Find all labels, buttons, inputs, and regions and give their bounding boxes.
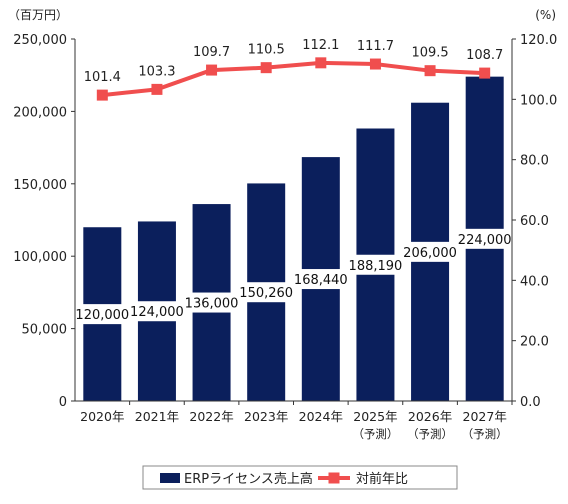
x-axis-tick-note: （予測） bbox=[462, 427, 508, 441]
right-axis-tick-label: 60.0 bbox=[520, 214, 549, 229]
left-axis-tick-label: 150,000 bbox=[13, 178, 67, 193]
legend-swatch-bar bbox=[160, 473, 180, 483]
bar-label-box bbox=[406, 241, 455, 262]
x-axis-tick-label: 2021年 bbox=[135, 409, 179, 424]
bar-data-label: 150,260 bbox=[239, 286, 293, 301]
bar-label-box bbox=[78, 304, 127, 325]
axes: 0 50,000 100,000 150,000 200,000 250,000 0.0 20… bbox=[13, 33, 557, 441]
line-data-label: 110.5 bbox=[248, 43, 285, 58]
bar-label-box bbox=[296, 269, 345, 290]
x-axis-tick-label: 2026年 bbox=[408, 409, 452, 424]
x-axis-tick-note: （予測） bbox=[407, 427, 453, 441]
bar-data-label: 224,000 bbox=[458, 233, 512, 248]
bar-label-box bbox=[351, 254, 400, 275]
bar-data-label: 188,190 bbox=[349, 259, 403, 274]
left-axis-unit: （百万円） bbox=[8, 8, 68, 22]
bar-series bbox=[83, 76, 504, 401]
line-point bbox=[424, 65, 436, 77]
line-data-label: 101.4 bbox=[84, 70, 121, 85]
bar-label-box bbox=[460, 228, 509, 249]
line-point bbox=[479, 67, 491, 79]
bar-data-label: 124,000 bbox=[130, 305, 184, 320]
right-axis-tick-label: 100.0 bbox=[520, 93, 557, 108]
line-data-label: 111.7 bbox=[357, 39, 394, 54]
bar-label-box bbox=[132, 301, 181, 322]
line-point bbox=[369, 58, 381, 70]
line-data-label: 112.1 bbox=[302, 38, 339, 53]
right-axis-unit: (%) bbox=[535, 8, 556, 22]
line-data-label: 108.7 bbox=[466, 48, 503, 63]
left-axis-tick-label: 100,000 bbox=[13, 250, 67, 265]
right-axis-tick-label: 80.0 bbox=[520, 154, 549, 169]
x-axis-tick-note: （予測） bbox=[352, 427, 398, 441]
bar-data-label: 120,000 bbox=[75, 308, 129, 323]
x-axis-tick-label: 2020年 bbox=[80, 409, 124, 424]
right-axis-tick-label: 120.0 bbox=[520, 33, 557, 48]
legend-marker-line bbox=[328, 472, 340, 484]
line-point bbox=[260, 62, 272, 74]
x-axis-tick-label: 2022年 bbox=[189, 409, 233, 424]
bar-label-box bbox=[187, 292, 236, 313]
bar-data-label: 168,440 bbox=[294, 273, 348, 288]
bar-data-label: 136,000 bbox=[185, 297, 239, 312]
legend-box bbox=[142, 465, 458, 490]
line-point bbox=[96, 89, 108, 101]
line-data-label: 109.5 bbox=[411, 46, 448, 61]
line-series: 101.4 103.3 109.7 110.5 112.1 111.7 109.5 108.7 bbox=[84, 38, 503, 101]
left-axis-tick-label: 0 bbox=[59, 395, 67, 410]
line-path bbox=[102, 60, 485, 98]
legend-label-bar: ERPライセンス売上高 bbox=[184, 471, 313, 487]
x-axis-tick-label: 2024年 bbox=[299, 409, 343, 424]
x-axis-tick-label: 2027年 bbox=[463, 409, 507, 424]
left-axis-tick-label: 250,000 bbox=[13, 33, 67, 48]
legend: ERPライセンス売上高 対前年比 bbox=[142, 465, 458, 490]
line-data-label: 109.7 bbox=[193, 45, 230, 60]
x-axis-tick-label: 2023年 bbox=[244, 409, 288, 424]
bar-data-label: 206,000 bbox=[403, 246, 457, 261]
bar-data-labels: 120,000 124,000136,000150,260168,440188,1… bbox=[75, 228, 512, 325]
left-axis-tick-label: 50,000 bbox=[22, 323, 68, 338]
right-axis-tick-label: 40.0 bbox=[520, 274, 549, 289]
legend-label-line: 対前年比 bbox=[356, 471, 408, 487]
line-point bbox=[206, 64, 218, 76]
left-axis-tick-label: 200,000 bbox=[13, 105, 67, 120]
line-point bbox=[151, 83, 163, 95]
line-point bbox=[315, 57, 327, 69]
bar-label-box bbox=[242, 282, 291, 303]
right-axis-tick-label: 20.0 bbox=[520, 335, 549, 350]
line-data-label: 103.3 bbox=[138, 64, 175, 79]
x-axis-tick-label: 2025年 bbox=[353, 409, 397, 424]
right-axis-tick-label: 0.0 bbox=[520, 395, 541, 410]
